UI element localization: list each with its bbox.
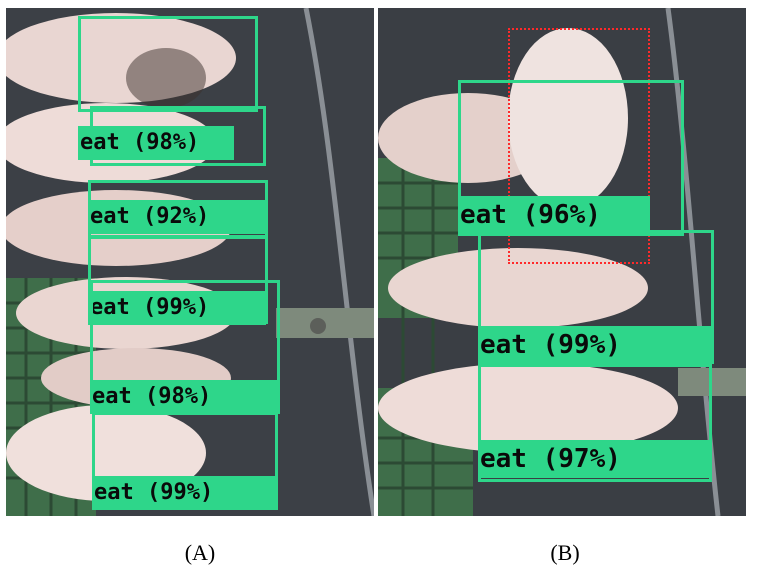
- region-of-interest-box: [508, 28, 650, 264]
- detection-box: [458, 80, 684, 236]
- detection-box: [478, 364, 712, 482]
- panel-caption-a: (A): [184, 540, 216, 565]
- detection-label: eat (96%): [458, 196, 650, 234]
- detection-label: eat (99%): [88, 291, 266, 325]
- detection-label: eat (98%): [90, 380, 280, 414]
- image-panel-b: eat (96%) eat (99%) eat (97%): [378, 8, 746, 516]
- image-panel-a: eat (98%) eat (92%) eat (99%) eat (98%) …: [6, 8, 374, 516]
- panel-caption-b: (B): [550, 540, 580, 565]
- detection-label: eat (99%): [478, 326, 714, 364]
- detection-label: eat (99%): [92, 476, 278, 510]
- detection-label: eat (92%): [88, 200, 266, 234]
- detection-label: eat (97%): [478, 440, 712, 478]
- pig-pen-photo-b: [378, 8, 746, 516]
- detection-label: eat (98%): [78, 126, 234, 160]
- detection-box: [78, 16, 258, 112]
